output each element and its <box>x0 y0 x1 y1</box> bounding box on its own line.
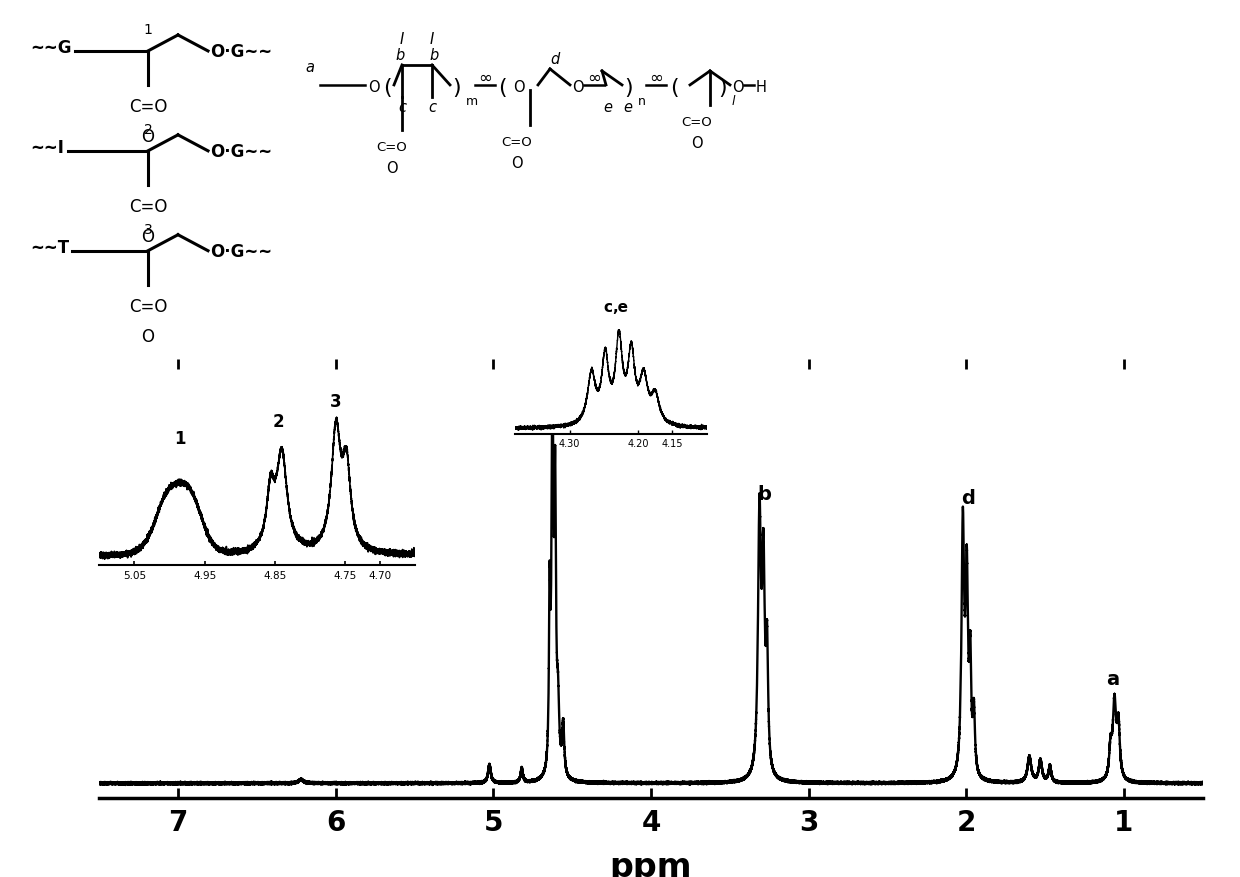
Text: n: n <box>639 96 646 108</box>
Text: (: ( <box>383 78 392 98</box>
Text: C=O: C=O <box>129 197 167 216</box>
Text: ): ) <box>718 78 727 98</box>
Text: O: O <box>386 160 398 175</box>
Text: ): ) <box>453 78 460 98</box>
Text: 2: 2 <box>144 123 153 137</box>
Text: d: d <box>961 488 975 507</box>
Text: b: b <box>396 48 404 63</box>
Text: C=O: C=O <box>129 97 167 116</box>
Text: d: d <box>551 53 559 68</box>
Text: e: e <box>604 100 613 115</box>
Text: I: I <box>399 32 404 47</box>
X-axis label: ppm: ppm <box>610 850 692 877</box>
Text: l: l <box>732 96 735 108</box>
Text: (: ( <box>498 78 507 98</box>
Text: b: b <box>758 485 771 503</box>
Text: O: O <box>732 81 744 96</box>
Text: O·G~~: O·G~~ <box>210 43 272 61</box>
Text: C=O: C=O <box>502 136 532 149</box>
Text: O: O <box>368 81 379 96</box>
Text: c: c <box>398 100 405 115</box>
Text: 2: 2 <box>273 413 284 431</box>
Text: (: ( <box>670 78 678 98</box>
Text: 3: 3 <box>144 223 153 237</box>
Text: C=O: C=O <box>682 116 712 129</box>
Text: O: O <box>513 81 525 96</box>
Text: ∞: ∞ <box>587 68 601 87</box>
Text: I: I <box>430 32 434 47</box>
Text: O: O <box>572 81 584 96</box>
Text: ~~I: ~~I <box>30 139 64 157</box>
Text: O·G~~: O·G~~ <box>210 143 272 160</box>
Text: c: c <box>603 299 613 314</box>
Text: e: e <box>624 100 632 115</box>
Text: 1: 1 <box>144 23 153 37</box>
Text: 3: 3 <box>330 393 342 411</box>
Text: O: O <box>691 136 703 151</box>
Text: a: a <box>305 61 315 75</box>
Text: ~~G: ~~G <box>30 39 72 57</box>
Text: m: m <box>466 96 479 108</box>
Text: b: b <box>429 48 439 63</box>
Text: ,e: ,e <box>613 299 629 314</box>
Text: ∞: ∞ <box>479 68 492 87</box>
Text: O: O <box>141 327 155 346</box>
Text: H: H <box>756 81 766 96</box>
Text: 1: 1 <box>175 429 186 447</box>
Text: ~~T: ~~T <box>30 239 69 256</box>
Text: O·G~~: O·G~~ <box>210 242 272 260</box>
Text: O: O <box>511 155 523 171</box>
Text: O: O <box>141 128 155 146</box>
Text: O: O <box>141 227 155 246</box>
Text: ∞: ∞ <box>649 68 663 87</box>
Text: c: c <box>428 100 436 115</box>
Text: ): ) <box>624 78 632 98</box>
Text: a: a <box>1106 669 1120 688</box>
Text: C=O: C=O <box>377 140 408 153</box>
Text: C=O: C=O <box>129 297 167 316</box>
